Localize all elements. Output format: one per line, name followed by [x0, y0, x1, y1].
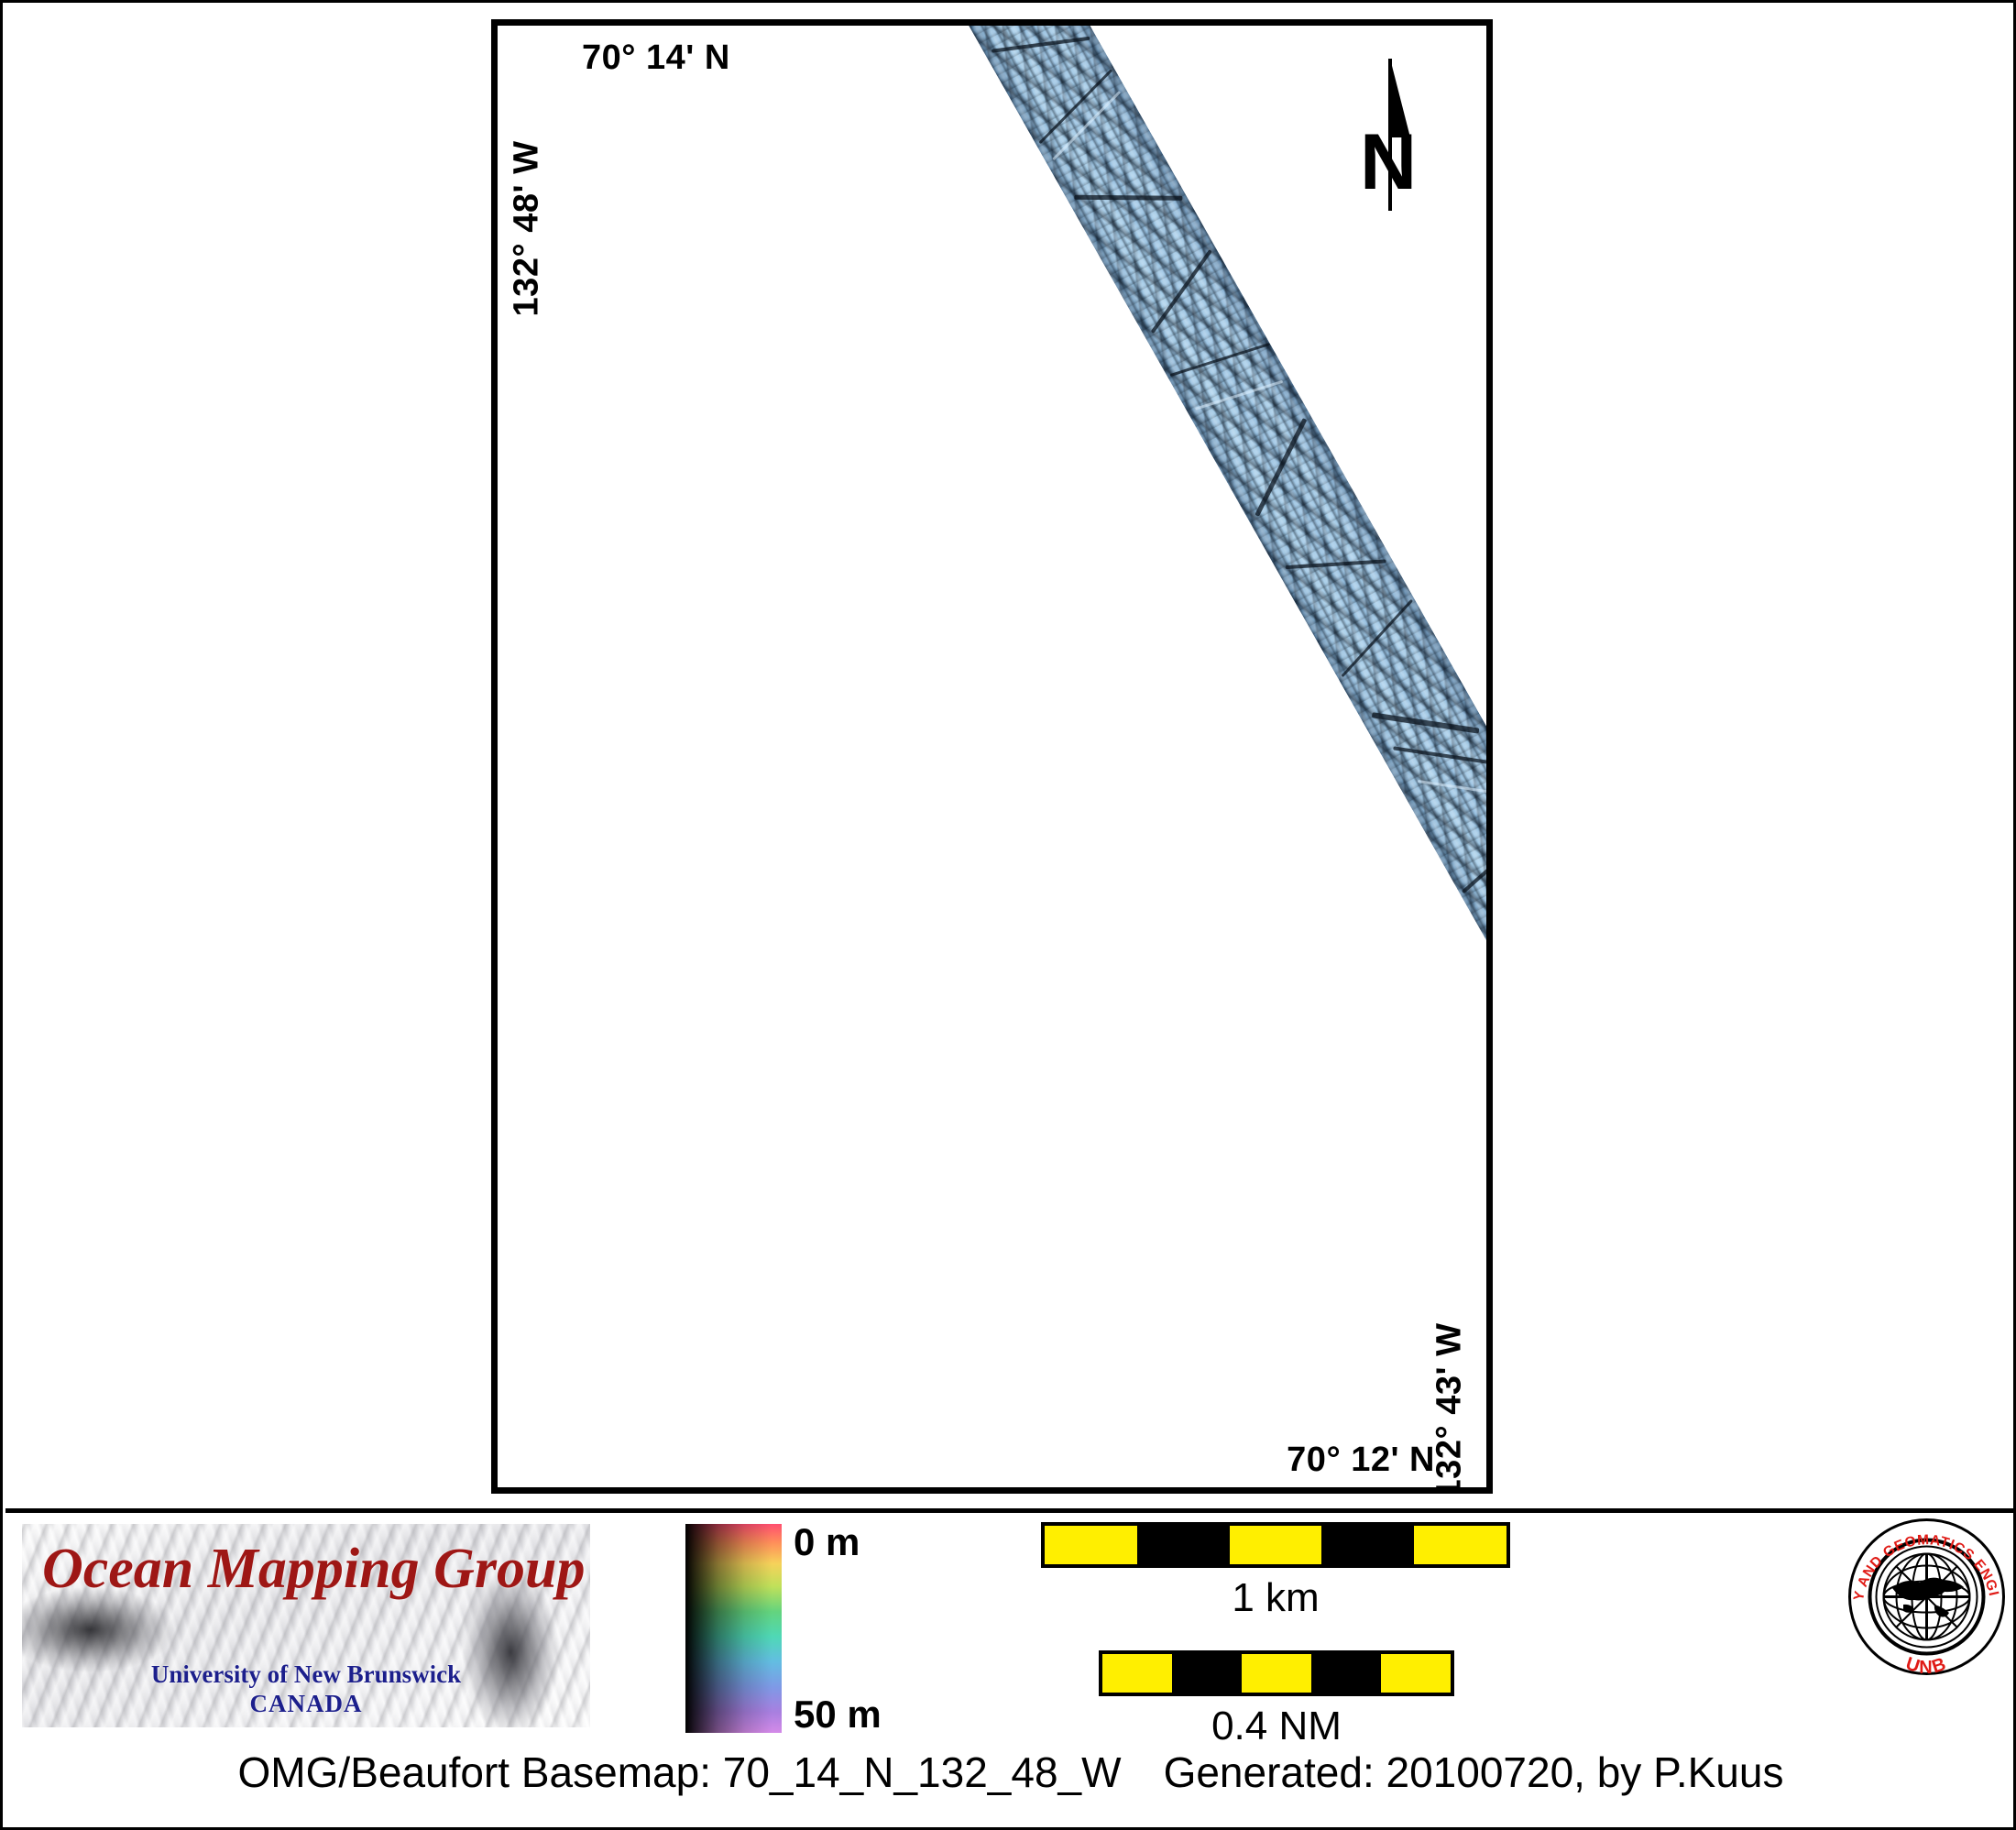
scour-line — [1194, 379, 1284, 411]
bathymetry-swath-layer — [498, 26, 1486, 1487]
colorbar-max-label: 50 m — [794, 1693, 882, 1736]
scalebar-segment — [1242, 1654, 1311, 1693]
scalebar-segment — [1381, 1654, 1451, 1693]
scalebar-segment — [1229, 1526, 1322, 1564]
scour-line — [1461, 821, 1486, 894]
legend-divider — [5, 1508, 2016, 1513]
footer-caption: OMG/Beaufort Basemap: 70_14_N_132_48_W Ge… — [5, 1748, 2016, 1797]
unb-crest-bottom-text: UNB — [1903, 1654, 1948, 1677]
scour-line — [1074, 194, 1183, 201]
depth-colorbar-group: 0 m 50 m — [685, 1520, 924, 1740]
svg-text:UNB: UNB — [1903, 1654, 1950, 1677]
map-panel[interactable]: N 70° 14' N 132° 48' W 70° 12' N 132° 43… — [491, 19, 1493, 1494]
legend-strip: Ocean Mapping Group University of New Br… — [5, 1513, 2016, 1830]
scalebar-nm-caption: 0.4 NM — [1211, 1704, 1342, 1748]
scalebar-km-caption: 1 km — [1232, 1575, 1320, 1620]
generated-label: Generated: 20100720, by P.Kuus — [1163, 1748, 1784, 1796]
latitude-label-top: 70° 14' N — [582, 38, 730, 77]
omg-logo-country: CANADA — [249, 1690, 363, 1717]
latitude-label-bottom: 70° 12' N — [1287, 1441, 1435, 1479]
omg-logo-university: University of New Brunswick — [150, 1660, 462, 1688]
ocean-mapping-group-logo: Ocean Mapping Group University of New Br… — [22, 1524, 590, 1727]
scour-line — [1417, 779, 1486, 796]
scalebar-km — [1041, 1522, 1510, 1568]
scalebars-group: 1 km 0.4 NM — [1041, 1522, 1627, 1748]
scour-line — [991, 36, 1090, 53]
map-canvas[interactable]: N 70° 14' N 132° 48' W 70° 12' N 132° 43… — [498, 26, 1486, 1487]
scalebar-segment — [1311, 1654, 1381, 1693]
longitude-label-left: 132° 48' W — [507, 140, 546, 317]
scalebar-segment — [1136, 1526, 1230, 1564]
scalebar-segment — [1102, 1654, 1172, 1693]
scour-line — [1038, 69, 1113, 145]
colorbar-min-label: 0 m — [794, 1520, 860, 1563]
scour-line — [1255, 418, 1308, 517]
scour-line — [1169, 342, 1271, 378]
scalebar-segment — [1045, 1526, 1137, 1564]
multibeam-swath — [921, 26, 1486, 1487]
unb-crest-icon: GEODESY AND GEOMATICS ENGINEERING UNB — [1846, 1517, 2005, 1677]
scour-line — [1371, 712, 1480, 734]
scalebar-segment — [1414, 1526, 1507, 1564]
scalebar-segment — [1321, 1526, 1415, 1564]
scour-line — [1393, 746, 1486, 765]
basemap-label: OMG/Beaufort Basemap: 70_14_N_132_48_W — [237, 1748, 1122, 1796]
scour-line — [1150, 249, 1212, 334]
unb-geodesy-geomatics-crest: GEODESY AND GEOMATICS ENGINEERING UNB — [1846, 1517, 2007, 1677]
scour-line — [1285, 559, 1386, 570]
scalebar-nm — [1099, 1650, 1454, 1696]
north-arrow: N — [1354, 44, 1424, 214]
scour-line — [1052, 90, 1122, 161]
longitude-label-right: 132° 43' W — [1430, 1322, 1469, 1487]
scour-line — [1341, 598, 1414, 678]
depth-colorbar — [685, 1524, 782, 1733]
north-arrow-label: N — [1360, 118, 1418, 206]
omg-logo-title: Ocean Mapping Group — [42, 1538, 586, 1600]
scalebar-segment — [1172, 1654, 1242, 1693]
